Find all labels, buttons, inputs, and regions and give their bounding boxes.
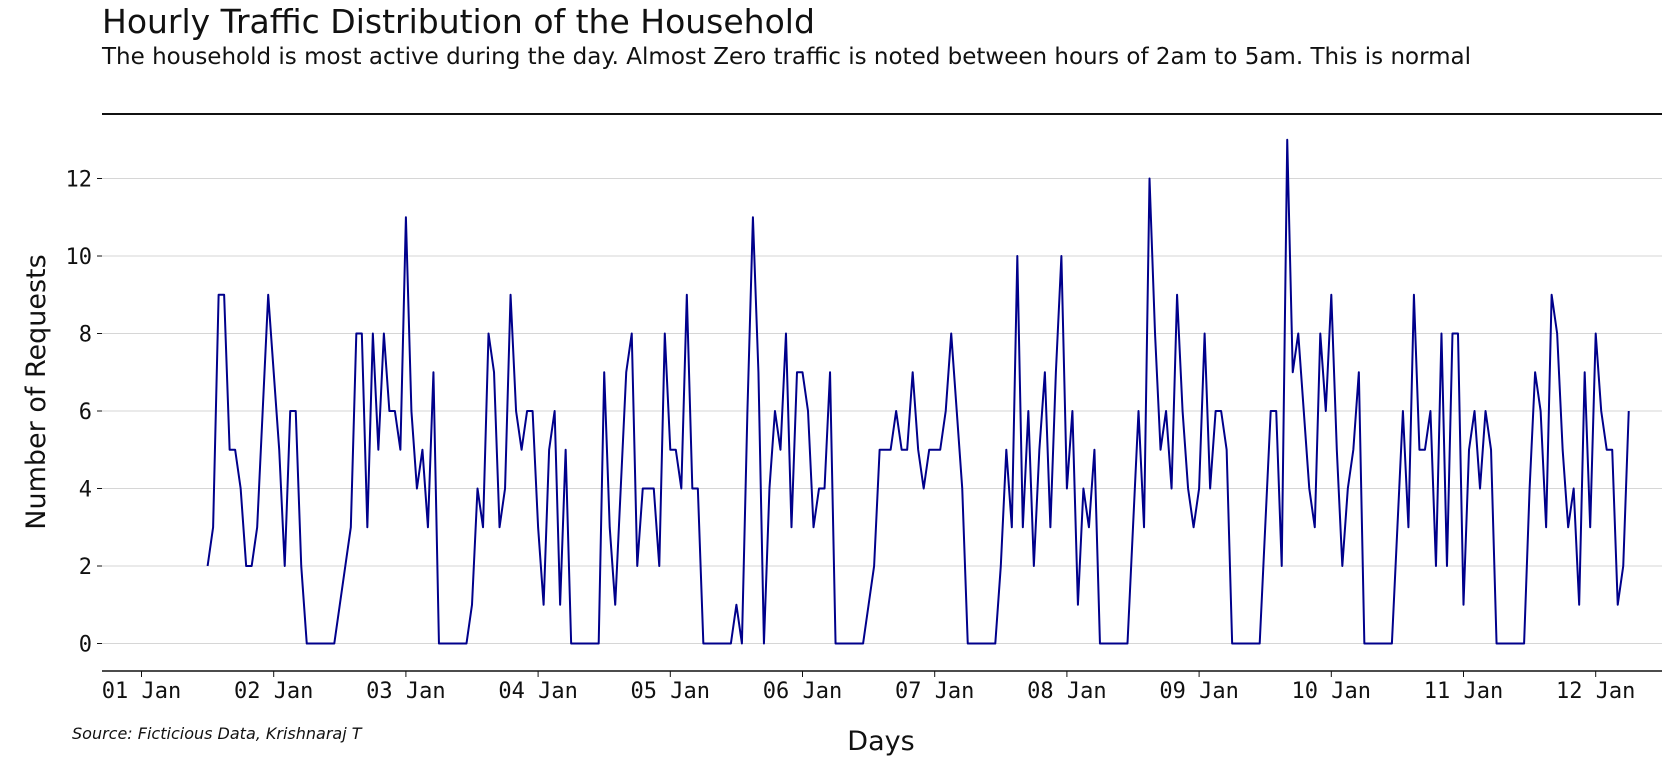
y-tick-label-6: 6 [79,400,92,425]
x-tick-label: 12 Jan [1556,679,1635,704]
x-tick-label: 07 Jan [895,679,974,704]
series-layer [206,138,1630,645]
x-tick-label: 10 Jan [1292,679,1371,704]
x-tick-label: 11 Jan [1424,679,1503,704]
x-tick-label: 03 Jan [366,679,445,704]
x-axis-ticks: 01 Jan 02 Jan 03 Jan 04 Jan 05 Jan 06 Jan 07 J… [102,671,1635,704]
x-tick-label: 04 Jan [498,679,577,704]
x-tick-label: 08 Jan [1027,679,1106,704]
y-axis-title: Number of Requests [21,254,52,529]
source-note: Source: Ficticious Data, Krishnaraj T [72,724,362,743]
x-tick-label: 09 Jan [1159,679,1238,704]
series-line-0 [206,138,1630,645]
x-axis-title: Days [847,726,914,757]
x-tick-label: 02 Jan [234,679,313,704]
gridlines [102,178,1662,644]
y-axis-ticks: 0 2 4 6 8 10 12 [66,168,102,658]
y-tick-label-0: 0 [79,633,92,658]
y-tick-label-12: 12 [66,168,93,193]
y-tick-label-4: 4 [79,478,92,503]
x-tick-label: 05 Jan [631,679,710,704]
x-tick-label: 01 Jan [102,679,181,704]
y-tick-label-2: 2 [79,555,92,580]
chart-subtitle: The household is most active during the … [102,44,1472,70]
x-tick-label: 06 Jan [763,679,842,704]
y-tick-label-8: 8 [79,323,92,348]
y-tick-label-10: 10 [66,245,93,270]
chart-title: Hourly Traffic Distribution of the House… [102,2,815,41]
